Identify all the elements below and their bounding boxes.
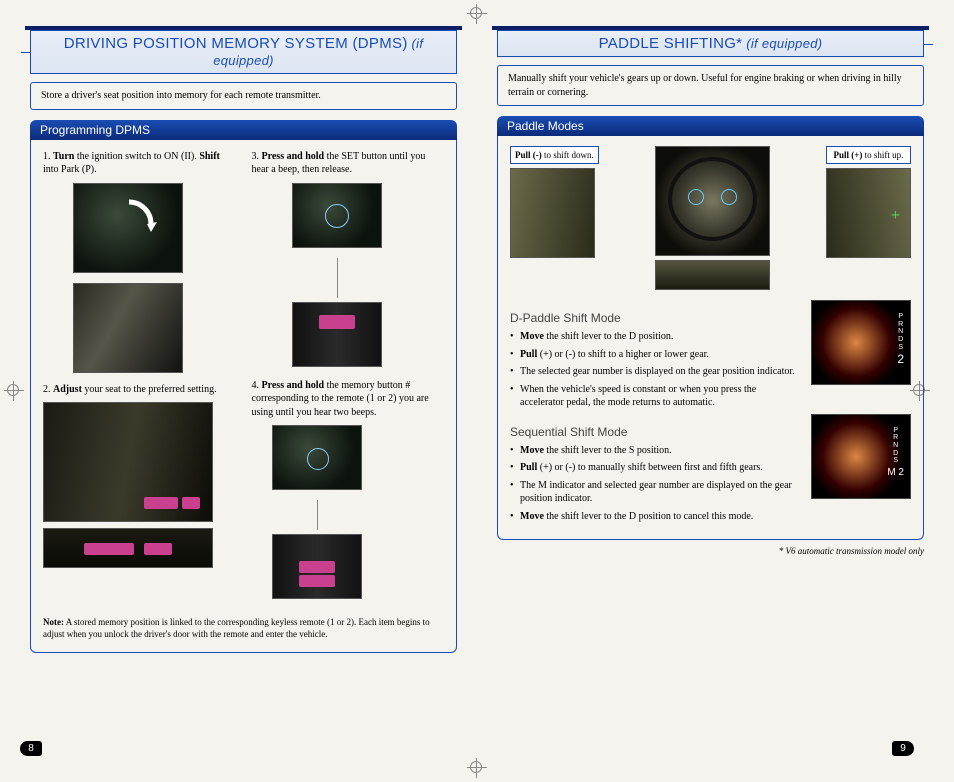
s-b3: The M indicator and selected gear number… bbox=[510, 479, 801, 506]
paddle-plus-photo: + bbox=[826, 168, 911, 258]
step4-bold: Press and hold bbox=[262, 380, 325, 391]
s-b4-bold: Move bbox=[520, 511, 544, 522]
gauge2-num: M 2 bbox=[887, 467, 904, 478]
step2-num: 2. bbox=[43, 384, 53, 395]
d-b1-bold: Move bbox=[520, 331, 544, 342]
step-3: 3. Press and hold the SET button until y… bbox=[252, 150, 445, 367]
s-b1-bold: Move bbox=[520, 445, 544, 456]
memory-button-panel-photo bbox=[272, 534, 362, 599]
note-label: Note: bbox=[43, 617, 64, 627]
sequential-mode-row: Sequential Shift Mode Move the shift lev… bbox=[510, 414, 911, 528]
page-right: PADDLE SHIFTING* (if equipped) Manually … bbox=[477, 0, 954, 782]
page-number-left: 8 bbox=[20, 741, 42, 756]
pull-minus-bold: Pull (-) bbox=[515, 150, 542, 160]
pull-minus-rest: to shift down. bbox=[542, 150, 594, 160]
s-b2-bold: Pull bbox=[520, 462, 537, 473]
step4-num: 4. bbox=[252, 380, 262, 391]
step3-bold: Press and hold bbox=[262, 151, 325, 162]
step-4: 4. Press and hold the memory button # co… bbox=[252, 379, 445, 600]
d-b2-bold: Pull bbox=[520, 349, 537, 360]
paddle-modes-body: Pull (-) to shift down. Pull (+) to shif… bbox=[497, 136, 924, 540]
memory-button-closeup-photo bbox=[272, 425, 362, 490]
d-b3: The selected gear number is displayed on… bbox=[510, 365, 801, 379]
paddle-title-bar: PADDLE SHIFTING* (if equipped) bbox=[497, 30, 924, 57]
step-2: 2. Adjust your seat to the preferred set… bbox=[43, 383, 236, 569]
s-b2-rest: (+) or (-) to manually shift between fir… bbox=[537, 462, 763, 473]
pull-plus-rest: to shift up. bbox=[862, 150, 903, 160]
paddle-title-main: PADDLE SHIFTING* bbox=[599, 35, 743, 52]
sequential-heading: Sequential Shift Mode bbox=[510, 424, 801, 440]
dpms-intro: Store a driver's seat position into memo… bbox=[30, 82, 457, 110]
d-paddle-bullets: Move the shift lever to the D position. … bbox=[510, 330, 801, 410]
step1-bold-shift: Shift bbox=[199, 151, 220, 162]
d-b1-rest: the shift lever to the D position. bbox=[544, 331, 673, 342]
dash-photo bbox=[655, 260, 770, 290]
paddle-intro: Manually shift your vehicle's gears up o… bbox=[497, 65, 924, 106]
set-button-closeup-photo bbox=[292, 183, 382, 248]
page-number-right: 9 bbox=[892, 741, 914, 756]
gauge2-letters: P R N D S bbox=[893, 427, 898, 465]
ignition-arrow-icon bbox=[99, 194, 159, 254]
d-paddle-mode-row: D-Paddle Shift Mode Move the shift lever… bbox=[510, 300, 911, 414]
note-text: A stored memory position is linked to th… bbox=[43, 617, 430, 639]
paddle-modes-header: Paddle Modes bbox=[497, 116, 924, 136]
pull-minus-block: Pull (-) to shift down. bbox=[510, 146, 599, 268]
dpms-title-main: DRIVING POSITION MEMORY SYSTEM (DPMS) bbox=[64, 35, 408, 52]
steering-wheel-block bbox=[655, 146, 770, 300]
page-spread: DRIVING POSITION MEMORY SYSTEM (DPMS) (i… bbox=[0, 0, 954, 782]
pull-plus-block: Pull (+) to shift up. + bbox=[826, 146, 911, 268]
step3-num: 3. bbox=[252, 151, 262, 162]
s-b1-rest: the shift lever to the S position. bbox=[544, 445, 672, 456]
step1-post: into Park (P). bbox=[43, 164, 97, 175]
step1-mid: the ignition switch to ON (II). bbox=[74, 151, 199, 162]
set-button-panel-photo bbox=[292, 302, 382, 367]
s-b4-rest: the shift lever to the D position to can… bbox=[544, 511, 753, 522]
gauge-photo-s: P R N D S M 2 bbox=[811, 414, 911, 499]
steps-col-right: 3. Press and hold the SET button until y… bbox=[252, 150, 445, 610]
programming-dpms-body: 1. Turn the ignition switch to ON (II). … bbox=[30, 140, 457, 654]
paddle-images-row: Pull (-) to shift down. Pull (+) to shif… bbox=[510, 146, 911, 300]
step1-num: 1. bbox=[43, 151, 53, 162]
steering-wheel-photo bbox=[655, 146, 770, 256]
dpms-title-bar: DRIVING POSITION MEMORY SYSTEM (DPMS) (i… bbox=[30, 30, 457, 74]
programming-dpms-header: Programming DPMS bbox=[30, 120, 457, 140]
d-b2-rest: (+) or (-) to shift to a higher or lower… bbox=[537, 349, 709, 360]
gauge1-letters: P R N D S bbox=[898, 313, 903, 351]
seat-buttons-photo bbox=[43, 528, 213, 568]
paddle-title-suffix: (if equipped) bbox=[742, 36, 822, 51]
sequential-bullets: Move the shift lever to the S position. … bbox=[510, 444, 801, 524]
page-left: DRIVING POSITION MEMORY SYSTEM (DPMS) (i… bbox=[0, 0, 477, 782]
shifter-photo bbox=[73, 283, 183, 373]
step2-post: your seat to the preferred setting. bbox=[82, 384, 217, 395]
steps-col-left: 1. Turn the ignition switch to ON (II). … bbox=[43, 150, 236, 610]
gauge-photo-d: P R N D S 2 bbox=[811, 300, 911, 385]
gauge1-num: 2 bbox=[897, 353, 904, 366]
d-paddle-heading: D-Paddle Shift Mode bbox=[510, 310, 801, 326]
ignition-photo bbox=[73, 183, 183, 273]
dpms-note: Note: A stored memory position is linked… bbox=[43, 617, 444, 640]
pull-plus-bold: Pull (+) bbox=[834, 150, 863, 160]
d-b4: When the vehicle's speed is constant or … bbox=[510, 383, 801, 410]
step1-bold-turn: Turn bbox=[53, 151, 74, 162]
seat-photo bbox=[43, 402, 213, 522]
paddle-footnote: * V6 automatic transmission model only bbox=[497, 546, 924, 556]
paddle-minus-photo bbox=[510, 168, 595, 258]
step-1: 1. Turn the ignition switch to ON (II). … bbox=[43, 150, 236, 373]
step2-bold: Adjust bbox=[53, 384, 82, 395]
